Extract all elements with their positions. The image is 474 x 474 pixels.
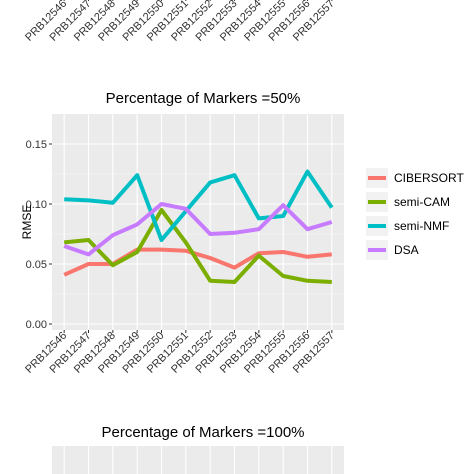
series-line-semi-cam xyxy=(64,208,332,284)
grid-minor xyxy=(52,173,344,295)
x-axis: PRB12546PRB12547PRB12548PRB12549PRB12550… xyxy=(23,330,337,376)
legend: CIBERSORT semi-CAM semi-NMF DSA xyxy=(366,168,464,260)
legend-label-semi-cam: semi-CAM xyxy=(394,195,450,209)
y-tick-label: 0.10 xyxy=(26,199,47,211)
legend-label-cibersort: CIBERSORT xyxy=(394,171,464,185)
y-axis-title: RMSE xyxy=(20,205,34,240)
bottom-panel-background xyxy=(52,446,344,474)
series-line-dsa xyxy=(63,202,333,257)
legend-label-dsa: DSA xyxy=(394,243,419,257)
series-line-cibersort xyxy=(63,247,332,277)
y-tick-label: 0.00 xyxy=(26,319,47,331)
series-lines xyxy=(63,169,334,284)
y-tick-label: 0.05 xyxy=(26,259,47,271)
legend-label-semi-nmf: semi-NMF xyxy=(394,219,449,233)
main-chart-title: Percentage of Markers =50% xyxy=(106,90,301,107)
y-tick-label: 0.15 xyxy=(26,139,47,151)
y-axis: 0.00 0.05 0.10 0.15 xyxy=(26,139,52,331)
top-panel-x-tick-labels: PRB12546PRB12547PRB12548PRB12549PRB12550… xyxy=(23,0,337,44)
bottom-panel-grid xyxy=(63,446,333,474)
bottom-chart-title: Percentage of Markers =100% xyxy=(101,424,304,441)
